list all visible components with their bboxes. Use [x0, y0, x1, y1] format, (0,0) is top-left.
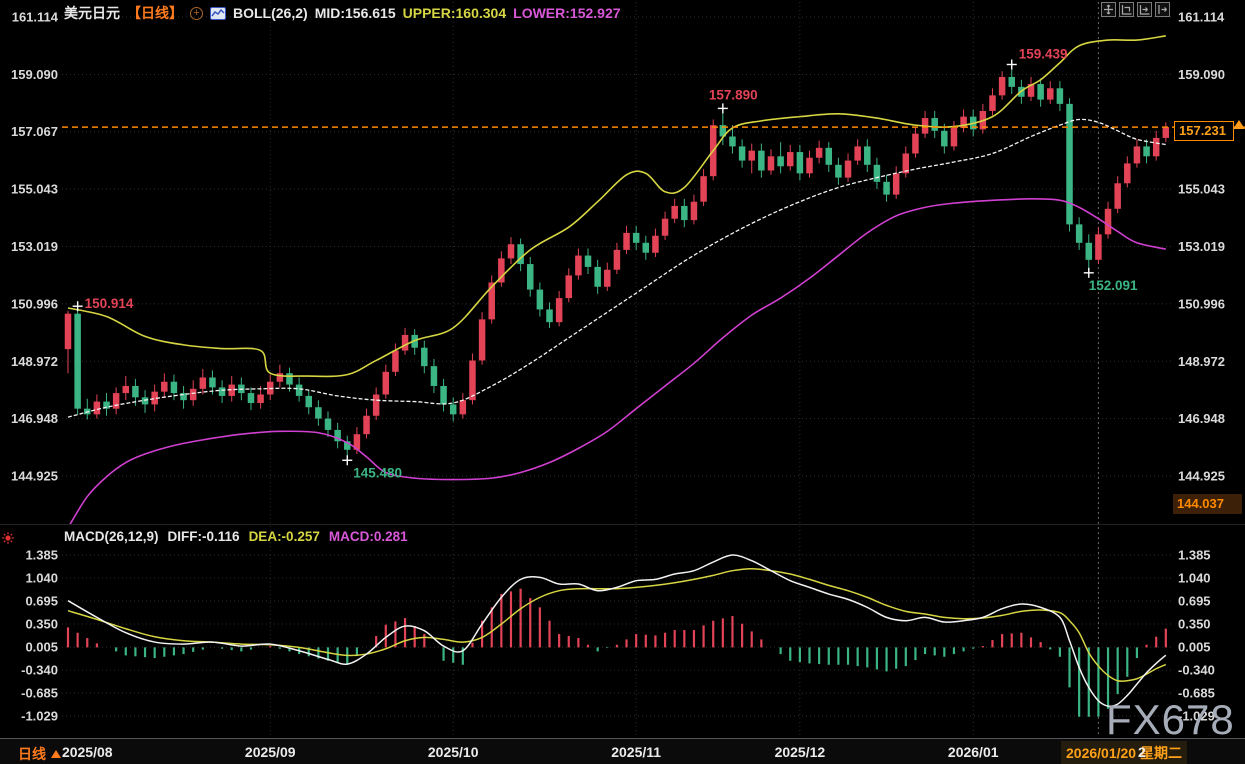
instrument-header: 美元日元 【日线】 + BOLL(26,2) MID:156.615 UPPER… [64, 3, 621, 23]
macd-axis-label: -0.340 [21, 663, 58, 678]
price-axis-label: 146.948 [1178, 411, 1225, 426]
price-annotation: 150.914 [85, 296, 134, 311]
brand-watermark: FX678 [1106, 696, 1235, 743]
macd-axis-label: 0.695 [1178, 594, 1211, 609]
selected-date-badge: 2026/01/20 星期二 [1061, 741, 1187, 764]
macd-axis-label: 0.005 [25, 640, 58, 655]
macd-header: MACD(26,12,9) DIFF:-0.116 DEA:-0.257 MAC… [64, 529, 408, 544]
macd-name: MACD(26,12,9) [64, 529, 159, 544]
macd-axis-labels: 1.385 1.385 1.040 1.040 0.695 0.695 0.350 0.350… [21, 548, 1215, 724]
boll-mid-line [67, 118, 1166, 418]
price-annotation: 152.091 [1089, 278, 1138, 293]
price-axis-label: 161.114 [12, 10, 59, 25]
boll-upper-line [67, 35, 1166, 378]
macd-axis-label: 1.040 [25, 571, 58, 586]
x-axis-month-label: 2025/12 [774, 744, 826, 760]
add-indicator-icon[interactable]: + [190, 6, 203, 20]
price-axis-label: 155.043 [1178, 182, 1225, 197]
x-axis-month-label: 2025/08 [61, 744, 113, 760]
price-axis-label: 159.090 [11, 67, 58, 82]
zoom-range-icon[interactable] [1119, 2, 1134, 17]
macd-axis-label: 0.350 [1178, 617, 1211, 632]
macd-axis-label: 0.350 [25, 617, 58, 632]
price-axis-label: 157.067 [11, 124, 58, 139]
price-up-arrow-icon [1233, 120, 1245, 129]
boll-label: BOLL(26,2) [233, 5, 308, 21]
chart-canvas[interactable]: 161.114161.114159.090159.090157.067157.0… [0, 0, 1245, 738]
price-axis-label: 146.948 [11, 411, 58, 426]
last-price-badge: 157.231 [1174, 121, 1234, 141]
price-axis-label: 159.090 [1178, 67, 1225, 82]
macd-macd-value: MACD:0.281 [328, 529, 408, 544]
month-gridlines [269, 2, 974, 736]
period-selector-label: 日线 [18, 746, 46, 762]
price-axis-label: 153.019 [1178, 239, 1225, 254]
price-axis-label: 144.925 [11, 469, 58, 484]
pan-range-icon[interactable] [1137, 2, 1152, 17]
macd-histogram [66, 588, 1167, 717]
partial-next-label: 2 [1138, 744, 1146, 760]
macd-axis-label: -1.029 [21, 709, 58, 724]
key-point-annotations: 150.914 157.890 159.439 145.480 152.091 [72, 46, 1138, 480]
time-axis-bar: 日线 2025/08 2025/09 2025/10 2025/11 2025/12 20… [0, 738, 1245, 764]
price-annotation: 159.439 [1019, 46, 1068, 61]
macd-gridlines [62, 554, 1172, 717]
price-gridlines [62, 16, 1172, 477]
pane-low-badge: 144.037 [1173, 494, 1242, 514]
chart-style-icon[interactable] [210, 6, 226, 20]
price-axis-labels: 161.114161.114159.090159.090157.067157.0… [11, 10, 1225, 484]
price-axis-label: 144.925 [1178, 469, 1225, 484]
period-tag[interactable]: 【日线】 [127, 5, 183, 21]
macd-settings-icon[interactable] [1, 531, 15, 550]
macd-axis-label: 0.005 [1178, 640, 1211, 655]
macd-axis-label: 1.385 [1178, 548, 1211, 563]
macd-dea-line [67, 567, 1167, 682]
macd-diff-value: DIFF:-0.116 [167, 529, 240, 544]
shift-range-icon[interactable] [1155, 2, 1170, 17]
x-axis-month-label: 2026/01 [947, 744, 999, 760]
price-axis-label: 148.972 [11, 354, 58, 369]
macd-axis-label: -0.340 [1178, 663, 1215, 678]
macd-axis-label: 1.040 [1178, 571, 1211, 586]
macd-axis-label: -1.029 [1178, 709, 1215, 724]
symbol-name: 美元日元 [64, 5, 120, 21]
candles-layer [64, 64, 1170, 461]
price-axis-label: 150.996 [11, 296, 58, 311]
period-up-triangle-icon [51, 750, 61, 758]
period-selector[interactable]: 日线 [18, 744, 61, 764]
boll-upper-value: UPPER:160.304 [402, 5, 507, 21]
price-axis-label: 148.972 [1178, 354, 1225, 369]
move-tool-icon[interactable] [1101, 2, 1116, 17]
macd-axis-label: -0.685 [1178, 686, 1215, 701]
macd-axis-label: -0.685 [21, 686, 58, 701]
x-axis-month-label: 2025/09 [244, 744, 296, 760]
x-axis-month-label: 2025/11 [611, 744, 662, 760]
macd-dea-value: DEA:-0.257 [248, 529, 320, 544]
macd-diff-line [67, 554, 1167, 708]
boll-mid-value: MID:156.615 [314, 5, 396, 21]
price-axis-label: 153.019 [11, 239, 58, 254]
chart-toolbar [1101, 2, 1170, 17]
boll-lower-value: LOWER:152.927 [513, 5, 621, 21]
price-axis-label: 150.996 [1178, 296, 1225, 311]
boll-lower-line [69, 198, 1166, 524]
price-axis-label: 155.043 [11, 182, 58, 197]
price-annotation: 145.480 [353, 465, 402, 480]
macd-axis-label: 1.385 [25, 548, 58, 563]
x-axis-month-label: 2025/10 [427, 744, 479, 760]
price-annotation: 157.890 [709, 87, 758, 102]
price-axis-label: 161.114 [1178, 10, 1225, 25]
macd-axis-label: 0.695 [25, 594, 58, 609]
